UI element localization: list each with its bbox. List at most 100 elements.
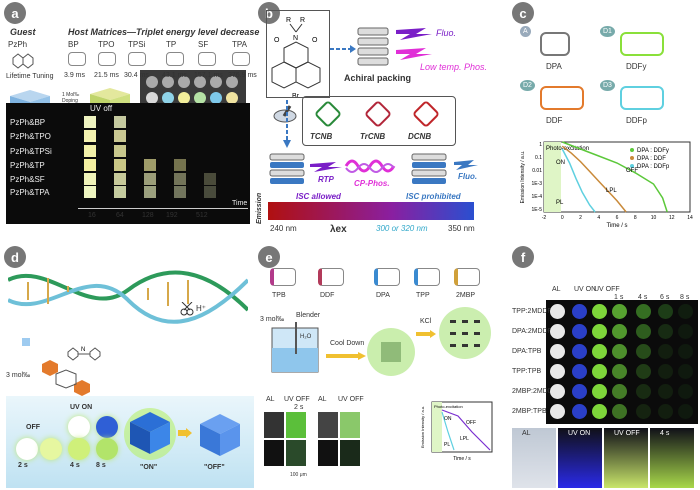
c-molecule-name: DDFy	[626, 62, 647, 71]
beaker-icon	[271, 322, 319, 373]
e-molecule-icon	[374, 268, 400, 286]
sample-row-label: PzPh&TPA	[10, 188, 50, 197]
emission-gradient-bar	[268, 202, 474, 220]
afterglow-sample	[84, 130, 96, 142]
f-sample-dot	[592, 344, 607, 359]
time-tick: 128	[142, 212, 154, 219]
sample-row-label: PzPh&TPO	[10, 132, 51, 141]
afterglow-sample	[144, 159, 156, 171]
c-ytick: 1E-4	[531, 194, 542, 200]
low-temp-phos-label: Low temp. Phos.	[420, 62, 488, 72]
host-molecule-icon	[128, 52, 146, 66]
c-xtick: 6	[616, 215, 619, 221]
arrow-right-d-icon	[178, 428, 192, 438]
panel-label-c: c	[512, 2, 534, 24]
host-lifetime: 376.9 ms	[228, 72, 257, 79]
f-sample-dot	[550, 364, 565, 379]
afterglow-sample	[114, 130, 126, 142]
c-molecule-icon	[540, 32, 570, 56]
svg-text:R: R	[286, 17, 291, 24]
c-photo-label: Photo-excitation	[546, 146, 589, 152]
e-molecule-icon	[454, 268, 480, 286]
sample-row-label: PzPh&TP	[10, 161, 45, 170]
vial	[226, 92, 238, 104]
time-tick: 512	[196, 212, 208, 219]
c-photo-region	[544, 142, 561, 212]
d-sample-dot	[96, 438, 118, 460]
achiral-packing-label: Achiral packing	[344, 73, 412, 83]
f-sample-dot	[550, 324, 565, 339]
f-sample-dot	[636, 384, 651, 399]
c-molecule-name: DDFp	[626, 116, 647, 125]
e-micrograph	[340, 440, 360, 466]
c-molecule-icon	[540, 86, 584, 110]
arrow-kcl-icon	[416, 330, 436, 338]
fluo2-label: Fluo.	[458, 172, 478, 181]
f-sample-dot	[678, 404, 693, 419]
afterglow-sample	[174, 186, 186, 198]
host-lifetime: 21.5 ms	[94, 72, 119, 79]
f-header-label: 8 s	[680, 294, 690, 301]
ratio-label-d: 3 mol‰	[6, 372, 31, 379]
e-micrograph	[286, 440, 306, 466]
c-molecule-badge: D3	[600, 80, 615, 91]
e-micrograph	[340, 412, 360, 438]
f-sample-dot	[592, 304, 607, 319]
arrow-cool-icon	[326, 352, 366, 360]
f-row-label: DPA:2MDDF	[512, 328, 552, 335]
cool-down-label: Cool Down	[330, 340, 365, 347]
vial	[226, 76, 238, 88]
time-tick: 64	[116, 212, 124, 219]
f-grid-image	[546, 300, 698, 424]
f-sample-dot	[636, 304, 651, 319]
guest-name: PzPh	[8, 40, 28, 49]
c-ytick: 1E-5	[531, 207, 542, 213]
host-name: TP	[166, 40, 177, 49]
f-sample-dot	[592, 384, 607, 399]
nm350-label: 350 nm	[448, 224, 475, 233]
molecule-box	[266, 10, 330, 98]
c-ytick: 0.01	[532, 168, 542, 174]
acceptor-box	[302, 96, 456, 146]
fluo2-bolt-icon	[454, 160, 478, 170]
d-time-label: 4 s	[70, 462, 80, 469]
f-sample-dot	[612, 304, 627, 319]
c-legend-marker	[630, 156, 634, 160]
e-on-label: ON	[444, 416, 452, 422]
f-photo-label: UV ON	[568, 430, 591, 437]
f-sample-dot	[658, 324, 673, 339]
e-molecule-label: TPB	[272, 292, 286, 299]
f-sample-dot	[658, 404, 673, 419]
c-legend-label: DPA : DDFp	[637, 164, 670, 170]
c-series-line	[561, 145, 627, 213]
f-sample-dot	[572, 364, 587, 379]
f-header-label: 1 s	[614, 294, 624, 301]
e-molecule-label: DPA	[376, 292, 390, 299]
c-xtick: 2	[579, 215, 582, 221]
svg-text:R: R	[300, 17, 305, 24]
host-molecule-icon	[68, 52, 86, 66]
sample-row-label: PzPh&TPSi	[10, 147, 52, 156]
c-molecule-icon	[620, 32, 664, 56]
ddf-molecule-icon	[42, 360, 90, 396]
stack-rtp-icon	[269, 153, 305, 184]
scissors-icon	[180, 302, 194, 316]
on-label-d: "ON"	[140, 464, 158, 471]
fluo-label: Fluo.	[436, 28, 457, 38]
f-header-label: 4 s	[638, 294, 648, 301]
afterglow-sample	[114, 159, 126, 171]
vial	[146, 92, 158, 104]
f-header-label: UV ON	[574, 286, 597, 293]
panel-label-b: b	[258, 2, 280, 24]
d-sample-dot	[96, 416, 118, 438]
e-molecule-icon	[414, 268, 440, 286]
time-axis-label: Time	[232, 200, 248, 207]
host-name: TPA	[232, 40, 247, 49]
stack-icon	[357, 27, 389, 66]
afterglow-sample	[84, 186, 96, 198]
e-molecule-label: 2MBP	[456, 292, 476, 299]
vial	[194, 76, 206, 88]
host-lifetime: 3.9 ms	[64, 72, 86, 79]
blue-square-icon	[22, 338, 30, 346]
e-2s-label: 2 s	[294, 404, 304, 411]
